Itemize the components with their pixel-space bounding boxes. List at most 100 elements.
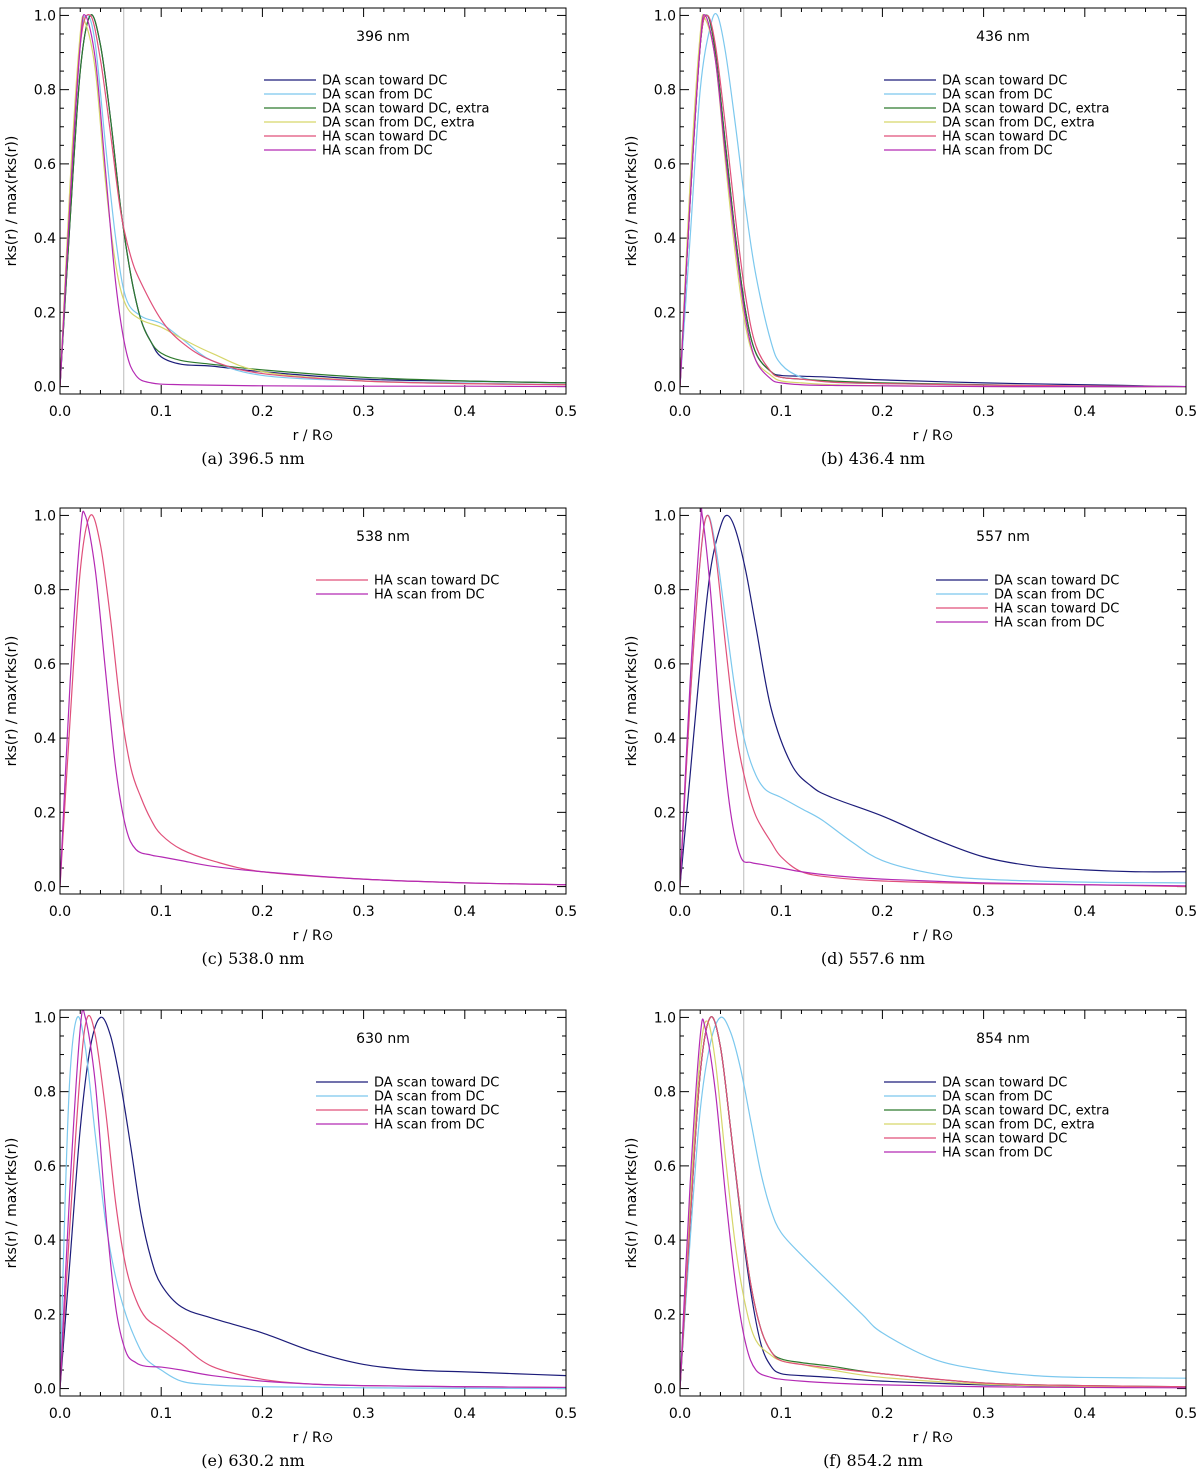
plot-frame [679,1009,1187,1397]
legend-label: DA scan toward DC, extra [322,102,489,117]
legend-label: DA scan toward DC [994,574,1119,589]
y-tick-label: 0.2 [654,1307,676,1323]
series-line [680,14,1186,388]
panel-title: 436 nm [976,29,1030,45]
y-tick-label: 1.0 [34,1010,56,1026]
x-axis-label: r / R⊙ [293,1430,334,1446]
series-line [680,1016,1186,1389]
x-tick-label: 0.3 [352,904,374,920]
legend-label: DA scan from DC, extra [942,116,1095,131]
x-tick-label: 0.0 [669,404,691,420]
legend-label: HA scan from DC [374,588,485,603]
panel-title: 854 nm [976,1031,1030,1047]
y-axis-label: rks(r) / max(rks(r)) [4,1138,20,1269]
y-tick-label: 1.0 [654,508,676,524]
legend-label: DA scan toward DC [322,74,447,89]
y-tick-label: 0.0 [654,380,676,396]
series-line [60,514,566,887]
series-line [60,1010,566,1389]
y-tick-label: 0.2 [654,805,676,821]
x-tick-label: 0.5 [555,904,577,920]
series-line [60,14,566,388]
y-tick-label: 0.0 [34,380,56,396]
panel-caption: (a) 396.5 nm [201,449,304,468]
y-tick-label: 0.0 [34,1382,56,1398]
legend-label: HA scan toward DC [374,574,499,589]
y-tick-label: 1.0 [34,8,56,24]
panel-caption: (b) 436.4 nm [821,449,925,468]
chart-panel-e: 0.0 0.1 0.2 0.3 0.4 0.5 0.0 0.2 0.4 0.6 0.8 1.0 r / … [4,1009,577,1470]
panel-caption: (c) 538.0 nm [202,949,305,968]
x-tick-label: 0.1 [770,1406,792,1422]
series-line [680,14,1186,388]
chart-panel-b: 0.0 0.1 0.2 0.3 0.4 0.5 0.0 0.2 0.4 0.6 0.8 1.0 r / … [624,7,1197,468]
series-line [680,14,1186,388]
legend-label: DA scan from DC [322,88,433,103]
y-tick-label: 0.2 [34,305,56,321]
axis-ticks [59,508,567,894]
panel-title: 538 nm [356,529,410,545]
x-tick-label: 0.0 [49,1406,71,1422]
y-tick-label: 1.0 [654,1010,676,1026]
series-line [680,514,1186,888]
legend-label: HA scan from DC [994,616,1105,631]
y-tick-label: 0.4 [654,231,676,247]
x-tick-label: 0.3 [352,1406,374,1422]
legend-label: HA scan from DC [942,1146,1053,1161]
series-line [680,1020,1186,1389]
legend-label: HA scan toward DC [942,130,1067,145]
series-line [60,14,566,387]
x-tick-label: 0.0 [669,1406,691,1422]
x-tick-label: 0.5 [1175,904,1197,920]
x-tick-label: 0.2 [251,904,273,920]
x-tick-label: 0.4 [454,904,476,920]
y-axis-label: rks(r) / max(rks(r)) [624,136,640,267]
y-tick-label: 0.6 [34,1159,56,1175]
x-axis-label: r / R⊙ [293,928,334,944]
legend-label: DA scan toward DC [942,74,1067,89]
panel-title: 396 nm [356,29,410,45]
x-tick-label: 0.3 [352,404,374,420]
y-tick-label: 0.8 [34,83,56,99]
series-line [680,514,1186,887]
x-tick-label: 0.1 [150,404,172,420]
axis-ticks [679,508,1187,894]
y-tick-label: 1.0 [34,508,56,524]
x-tick-label: 0.1 [150,1406,172,1422]
y-tick-label: 0.4 [34,1233,56,1249]
y-tick-label: 0.2 [34,805,56,821]
y-tick-label: 1.0 [654,8,676,24]
x-axis-label: r / R⊙ [913,428,954,444]
y-axis-label: rks(r) / max(rks(r)) [4,636,20,767]
x-tick-label: 0.2 [871,1406,893,1422]
series-line [60,1016,566,1389]
x-tick-label: 0.2 [251,404,273,420]
plot-frame [679,7,1187,395]
legend-label: DA scan from DC [374,1090,485,1105]
x-tick-label: 0.1 [770,904,792,920]
x-tick-label: 0.3 [972,1406,994,1422]
axis-ticks [679,8,1187,394]
series-line [60,14,566,387]
axis-ticks [679,1010,1187,1396]
legend-label: DA scan toward DC [374,1076,499,1091]
series-line [680,508,1186,887]
x-tick-label: 0.2 [871,904,893,920]
series-line [680,14,1186,388]
legend-label: DA scan from DC [942,1090,1053,1105]
series-line [680,1016,1186,1389]
series-line [680,12,1186,388]
panel-title: 557 nm [976,529,1030,545]
axis-ticks [59,8,567,394]
x-tick-label: 0.2 [251,1406,273,1422]
plot-frame [679,507,1187,895]
x-axis-label: r / R⊙ [913,1430,954,1446]
x-tick-label: 0.5 [555,404,577,420]
x-tick-label: 0.2 [871,404,893,420]
y-tick-label: 0.0 [654,1382,676,1398]
x-tick-label: 0.5 [555,1406,577,1422]
